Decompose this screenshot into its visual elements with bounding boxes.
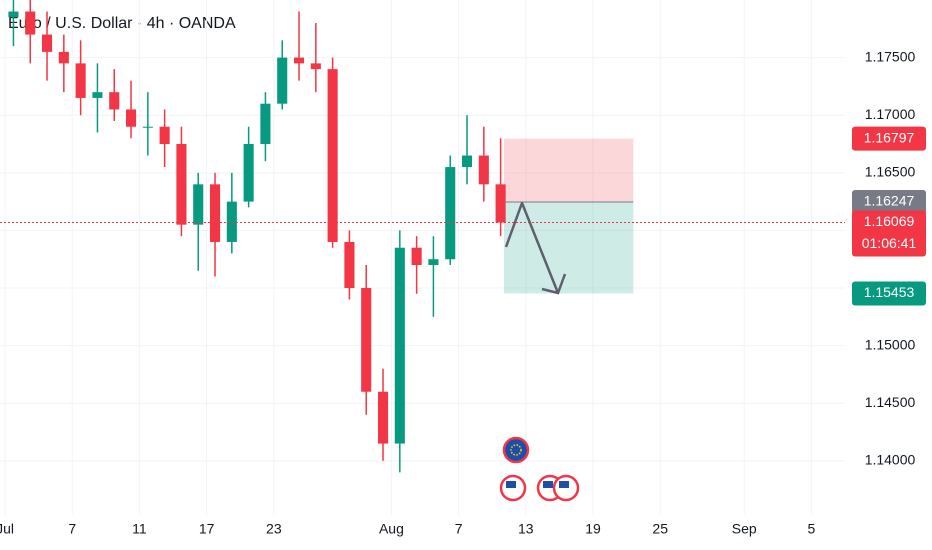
candle-body <box>176 144 187 225</box>
chart-title: Euro / U.S. Dollar · 4h · OANDA <box>8 15 236 32</box>
price-tag-label: 1.16069 <box>864 213 915 229</box>
arrow-head <box>541 273 567 295</box>
candle-body <box>226 201 237 242</box>
candle-body <box>277 57 288 104</box>
candle-body <box>92 92 103 98</box>
eu-stars <box>510 444 522 456</box>
price-tag-label: 1.15453 <box>864 284 915 300</box>
x-tick-label: 5 <box>808 521 816 537</box>
candle-body <box>293 57 305 64</box>
candle-body <box>377 391 389 444</box>
grid-layer <box>0 0 845 515</box>
x-tick-label: 7 <box>68 521 76 537</box>
candle-body <box>478 155 489 185</box>
candles-layer <box>8 0 506 473</box>
price-tag <box>852 126 926 151</box>
x-tick-label: Jul <box>0 521 14 537</box>
axis-layer: 1.140001.145001.150001.155001.160001.165… <box>0 48 916 536</box>
candle-body <box>327 69 338 242</box>
drawing-arrow <box>504 201 560 294</box>
stop-zone <box>503 138 634 202</box>
candle-body <box>209 184 221 242</box>
candle-body <box>394 247 405 444</box>
price-tag <box>852 189 926 214</box>
candle-body <box>142 126 153 128</box>
x-tick-label: 11 <box>132 521 147 537</box>
candle-body <box>125 109 137 127</box>
x-tick-label: 13 <box>518 521 534 537</box>
candle-body <box>461 155 473 168</box>
zone-layer <box>503 138 634 294</box>
candle-body <box>75 63 86 98</box>
flag-canton <box>559 481 569 488</box>
price-tag <box>852 210 926 257</box>
price-tag <box>852 281 926 306</box>
candle-body <box>41 34 53 52</box>
flag-canton <box>506 481 516 488</box>
x-tick-label: Sep <box>732 521 757 537</box>
price-tag-label: 1.16247 <box>864 193 915 209</box>
x-tick-label: Aug <box>379 521 404 537</box>
event-icons <box>499 436 580 502</box>
y-tick-label: 1.14500 <box>865 394 916 410</box>
candle-body <box>361 288 372 392</box>
y-tick-label: 1.15000 <box>865 336 916 352</box>
flag-canton <box>543 481 553 488</box>
target-zone <box>503 201 634 294</box>
eu-event-icon[interactable] <box>502 436 530 464</box>
countdown-label: 01:06:41 <box>862 235 917 251</box>
candle-body <box>58 51 69 64</box>
y-tick-label: 1.16500 <box>865 164 916 180</box>
x-tick-label: 25 <box>652 521 668 537</box>
candle-body <box>8 11 19 18</box>
tags-layer: 1.16797 1.16247 1.16069 01:06:41 1.15453 <box>852 126 926 306</box>
candle-body <box>495 184 506 223</box>
overlay-layer <box>0 201 845 295</box>
y-tick-label: 1.14000 <box>865 452 916 468</box>
x-tick-label: 19 <box>585 521 601 537</box>
candle-body <box>428 259 439 265</box>
y-tick-label: 1.17000 <box>865 106 916 122</box>
candle-body <box>344 241 355 289</box>
candle-body <box>25 11 36 35</box>
candle-body <box>243 144 254 202</box>
candle-body <box>109 92 120 110</box>
candle-body <box>159 126 170 145</box>
y-tick-label: 1.17500 <box>865 48 916 64</box>
candle-body <box>411 247 422 265</box>
candle-body <box>193 184 204 225</box>
candle-body <box>260 103 271 145</box>
candle-body <box>310 63 321 70</box>
x-tick-label: 17 <box>199 521 215 537</box>
price-tag-label: 1.16797 <box>864 129 915 145</box>
candle-body <box>445 167 456 260</box>
x-tick-label: 7 <box>455 521 463 537</box>
x-tick-label: 23 <box>266 521 282 537</box>
